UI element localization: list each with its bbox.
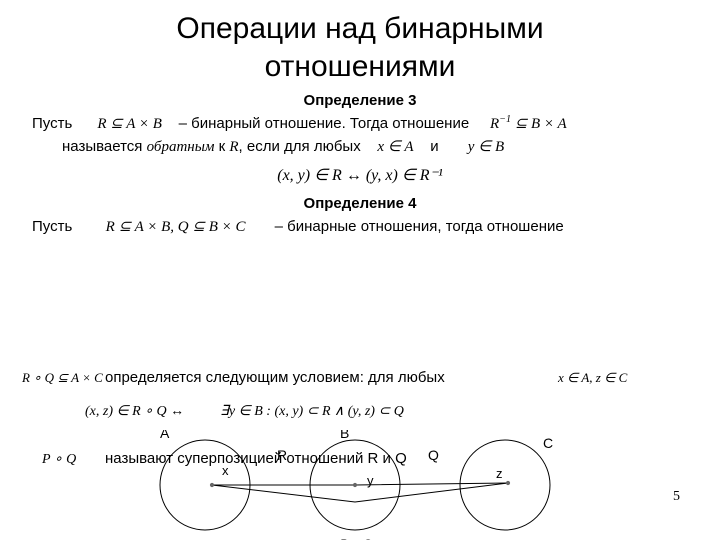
def4-formula2: R ∘ Q ⊆ A × C xyxy=(22,370,103,385)
def3-text-d: к xyxy=(214,138,229,155)
diagram-point-label: y xyxy=(367,473,374,488)
diagram-set-circle xyxy=(460,440,550,530)
diagram-edge xyxy=(212,483,508,502)
title-line2: отношениями xyxy=(265,50,456,83)
diagram-edge xyxy=(212,483,508,485)
def4-formula3-wrap: x ∈ A, z ∈ C xyxy=(558,368,627,388)
def4-text-a: Пусть xyxy=(32,218,76,235)
def4-formula3: x ∈ A, z ∈ C xyxy=(558,370,627,385)
def3-text-c: называется xyxy=(62,138,147,155)
def3-eq: (x, y) ∈ R ↔ (y, x) ∈ R⁻¹ xyxy=(32,165,688,187)
composition-diagram: R Q Ax By Cz R ∘ Q xyxy=(130,430,590,540)
def4-eq-b: ∃y ∈ B : (x, y) ⊂ R ∧ (y, z) ⊂ Q xyxy=(220,404,404,419)
diagram-bottom-label: R ∘ Q xyxy=(339,536,373,540)
def4-header: Определение 4 xyxy=(32,194,688,214)
def4-fin-a-wrap: P ∘ Q xyxy=(42,449,76,470)
diagram-point-dot xyxy=(353,483,356,486)
def4-text-c: определяется следующим условием: для люб… xyxy=(105,368,445,388)
def3-header: Определение 3 xyxy=(32,91,688,111)
def4-formula1: R ⊆ A × B, Q ⊆ B × C xyxy=(106,219,246,235)
def3-R: R xyxy=(229,139,238,155)
def3-text-b: – бинарный отношение. Тогда отношение xyxy=(179,115,474,132)
diagram-point-dot xyxy=(210,483,213,486)
def3-text-f: и xyxy=(430,138,443,155)
slide-title: Операции над бинарными отношениями xyxy=(0,10,720,85)
def3-para1: Пусть R ⊆ A × B – бинарный отношение. То… xyxy=(32,113,688,134)
def3-formula4: y ∈ B xyxy=(468,139,504,155)
def4-para1: Пусть R ⊆ A × B, Q ⊆ B × C – бинарные от… xyxy=(32,217,688,237)
def3-text-e: , если для любых xyxy=(239,138,365,155)
diagram-point-dot xyxy=(506,481,509,484)
diagram-edge-label: Q xyxy=(428,447,439,463)
def3-formula1: R ⊆ A × B xyxy=(97,116,162,132)
def3-para2: называется обратным к R, если для любых … xyxy=(62,137,688,157)
page-number: 5 xyxy=(673,489,680,505)
diagram-edge-label: R xyxy=(277,447,287,463)
diagram-set-label: C xyxy=(543,435,553,451)
title-line1: Операции над бинарными xyxy=(176,12,543,45)
diagram-set-label: B xyxy=(340,430,349,441)
def4-text-b: – бинарные отношения, тогда отношение xyxy=(275,218,564,235)
def3-text-a: Пусть xyxy=(32,115,76,132)
def3-italic: обратным xyxy=(147,139,215,155)
def4-fin-a: P ∘ Q xyxy=(42,452,76,467)
diagram-point-label: x xyxy=(222,463,229,478)
def3-formula2: R−1 ⊆ B × A xyxy=(490,116,567,132)
def4-eq-a-wrap: (x, z) ∈ R ∘ Q ↔ xyxy=(85,401,184,422)
def3-formula3: x ∈ A xyxy=(377,139,413,155)
def4-eq-a: (x, z) ∈ R ∘ Q ↔ xyxy=(85,404,184,419)
def4-formula2-wrap: R ∘ Q ⊆ A × C xyxy=(22,368,103,388)
diagram-point-label: z xyxy=(496,466,503,481)
diagram-set-label: A xyxy=(160,430,170,441)
def4-eq-b-wrap: ∃y ∈ B : (x, y) ⊂ R ∧ (y, z) ⊂ Q xyxy=(220,401,404,422)
